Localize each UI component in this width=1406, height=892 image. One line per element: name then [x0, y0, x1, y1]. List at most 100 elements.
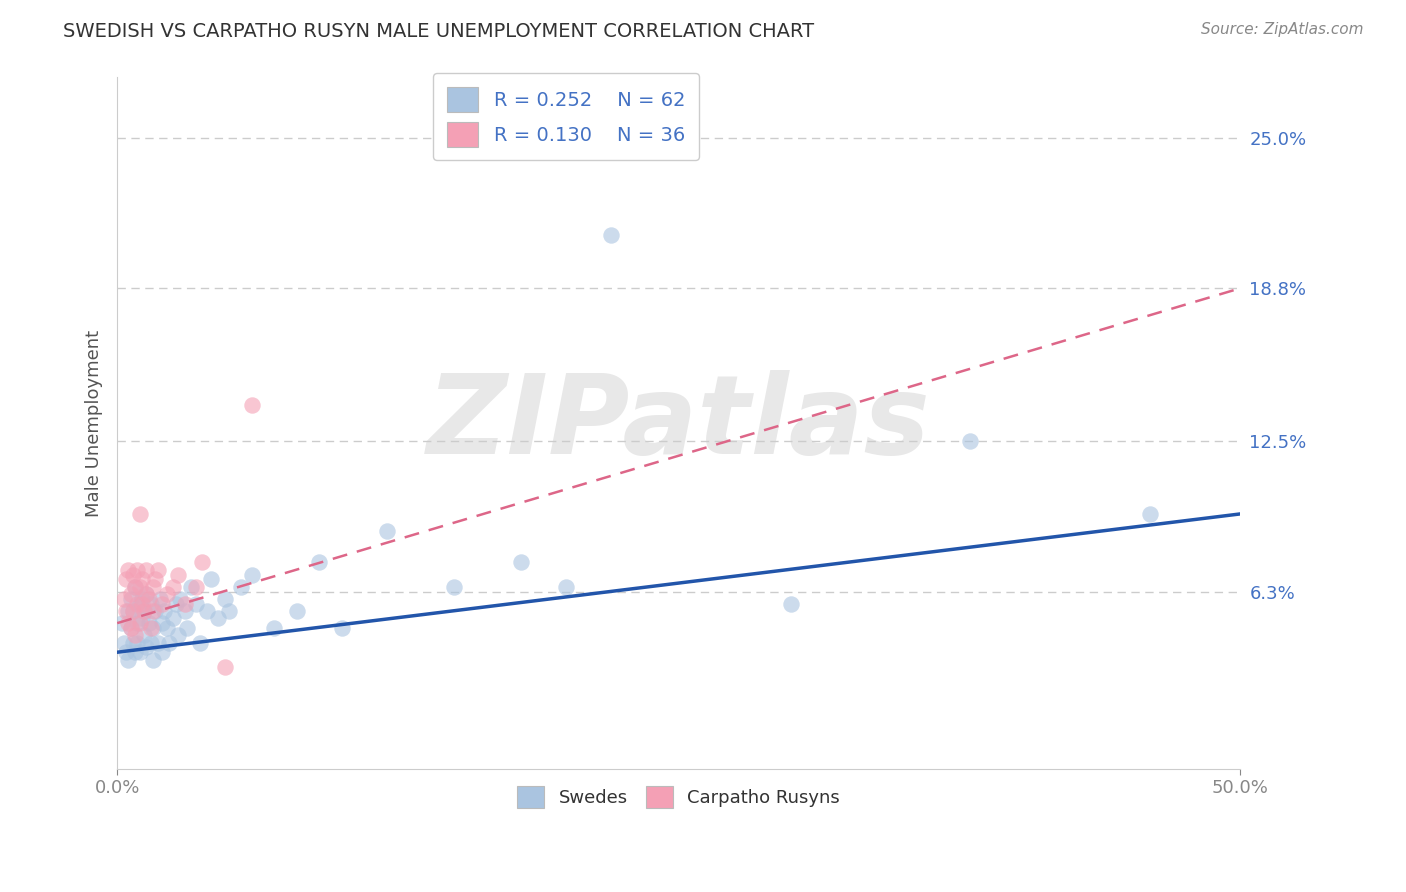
Point — [120, 587, 142, 601]
Point — [128, 645, 150, 659]
Point — [135, 563, 157, 577]
Point — [263, 621, 285, 635]
Point — [155, 621, 177, 635]
Point — [1139, 507, 1161, 521]
Point — [134, 604, 156, 618]
Text: ZIPatlas: ZIPatlas — [426, 369, 931, 476]
Point — [142, 604, 165, 618]
Point — [139, 597, 162, 611]
Point — [124, 645, 146, 659]
Point — [176, 621, 198, 635]
Point — [195, 604, 218, 618]
Point — [138, 591, 160, 606]
Point — [229, 580, 252, 594]
Legend: Swedes, Carpatho Rusyns: Swedes, Carpatho Rusyns — [510, 779, 848, 815]
Point — [375, 524, 398, 538]
Point — [124, 628, 146, 642]
Point — [146, 563, 169, 577]
Point — [555, 580, 578, 594]
Point — [128, 580, 150, 594]
Point — [443, 580, 465, 594]
Point — [146, 635, 169, 649]
Point — [131, 591, 153, 606]
Point — [214, 660, 236, 674]
Point — [143, 604, 166, 618]
Point — [200, 573, 222, 587]
Point — [150, 616, 173, 631]
Point — [135, 587, 157, 601]
Point — [240, 398, 263, 412]
Point — [139, 621, 162, 635]
Point — [207, 611, 229, 625]
Point — [134, 604, 156, 618]
Point — [135, 587, 157, 601]
Point — [188, 635, 211, 649]
Point — [117, 652, 139, 666]
Point — [131, 611, 153, 625]
Point — [139, 635, 162, 649]
Point — [180, 580, 202, 594]
Point — [184, 580, 207, 594]
Point — [143, 573, 166, 587]
Point — [173, 597, 195, 611]
Point — [131, 573, 153, 587]
Point — [166, 628, 188, 642]
Point — [127, 597, 149, 611]
Point — [149, 591, 172, 606]
Point — [111, 616, 134, 631]
Point — [135, 640, 157, 655]
Point — [124, 580, 146, 594]
Point — [142, 652, 165, 666]
Point — [115, 604, 138, 618]
Point — [122, 604, 145, 618]
Point — [122, 635, 145, 649]
Point — [165, 597, 187, 611]
Point — [128, 507, 150, 521]
Point — [124, 580, 146, 594]
Point — [134, 628, 156, 642]
Point — [128, 616, 150, 631]
Point — [285, 604, 308, 618]
Point — [128, 597, 150, 611]
Point — [150, 645, 173, 659]
Point — [157, 635, 180, 649]
Point — [122, 604, 145, 618]
Point — [169, 591, 191, 606]
Point — [218, 604, 240, 618]
Text: SWEDISH VS CARPATHO RUSYN MALE UNEMPLOYMENT CORRELATION CHART: SWEDISH VS CARPATHO RUSYN MALE UNEMPLOYM… — [63, 22, 814, 41]
Point — [112, 591, 135, 606]
Point — [153, 604, 176, 618]
Point — [600, 228, 623, 243]
Point — [112, 635, 135, 649]
Point — [117, 604, 139, 618]
Point — [162, 580, 184, 594]
Point — [127, 563, 149, 577]
Point — [127, 635, 149, 649]
Point — [120, 591, 142, 606]
Point — [115, 573, 138, 587]
Point — [240, 567, 263, 582]
Point — [155, 587, 177, 601]
Point — [120, 621, 142, 635]
Point — [162, 611, 184, 625]
Point — [142, 580, 165, 594]
Point — [122, 567, 145, 582]
Point — [191, 556, 214, 570]
Point — [127, 616, 149, 631]
Point — [510, 556, 533, 570]
Point — [131, 597, 153, 611]
Point — [115, 645, 138, 659]
Point — [173, 604, 195, 618]
Y-axis label: Male Unemployment: Male Unemployment — [86, 329, 103, 516]
Point — [184, 597, 207, 611]
Text: Source: ZipAtlas.com: Source: ZipAtlas.com — [1201, 22, 1364, 37]
Point — [308, 556, 330, 570]
Point — [959, 434, 981, 449]
Point — [214, 591, 236, 606]
Point — [330, 621, 353, 635]
Point — [150, 597, 173, 611]
Point — [166, 567, 188, 582]
Point — [117, 616, 139, 631]
Point — [120, 621, 142, 635]
Point — [138, 616, 160, 631]
